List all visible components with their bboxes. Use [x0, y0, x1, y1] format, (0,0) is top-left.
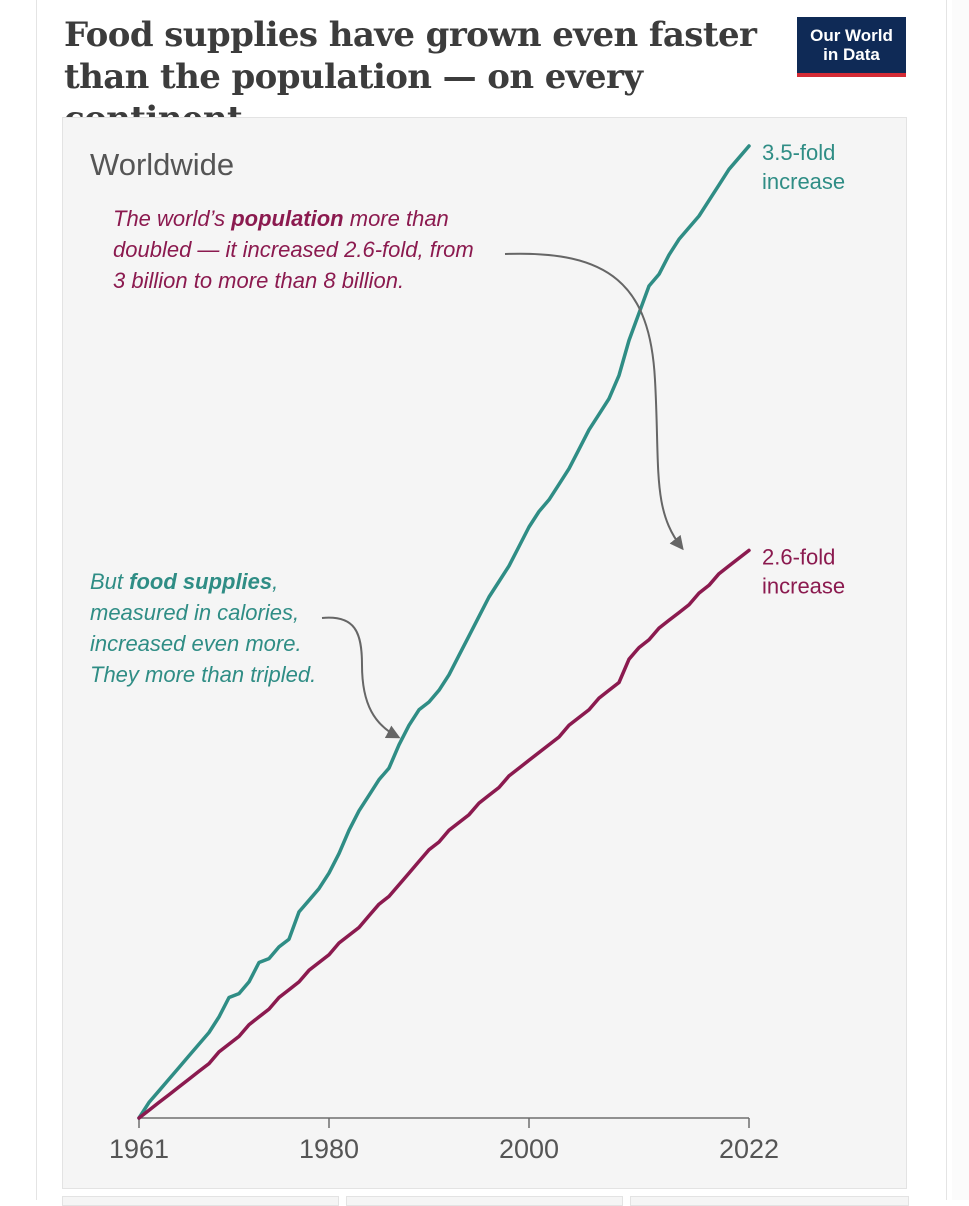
food-note-line4: They more than tripled.	[90, 662, 316, 687]
series-layer: 3.5-fold increase 2.6-fold increase	[137, 140, 845, 1120]
population-series-line	[137, 548, 751, 1120]
population-note-bold: population	[230, 206, 343, 231]
population-note-pre: The world’s	[113, 206, 231, 231]
owid-logo[interactable]: Our World in Data	[797, 17, 906, 77]
food-note-pre: But	[90, 569, 129, 594]
x-tick-label-2022: 2022	[719, 1134, 779, 1164]
food-note-post: ,	[272, 569, 278, 594]
population-note: The world’s population more than doubled…	[113, 206, 480, 293]
food-note-bold: food supplies	[129, 569, 272, 594]
food-note-line3: increased even more.	[90, 631, 302, 656]
food-note: But food supplies, measured in calories,…	[90, 569, 316, 687]
x-tick-label-1980: 1980	[299, 1134, 359, 1164]
food-end-label-1: 3.5-fold	[762, 140, 835, 165]
population-note-line1: The world’s population more than	[113, 206, 449, 231]
population-end-label-1: 2.6-fold	[762, 544, 835, 569]
population-note-post: more than	[344, 206, 449, 231]
food-note-line2: measured in calories,	[90, 600, 299, 625]
chart-panel	[62, 117, 907, 1189]
food-note-line1: But food supplies,	[90, 569, 278, 594]
population-note-line2: doubled — it increased 2.6-fold, from	[113, 237, 474, 262]
chart-subtitle: Worldwide	[90, 147, 234, 182]
food-arrow	[321, 616, 401, 739]
scrollbar-track[interactable]	[952, 0, 969, 1200]
logo-line-1: Our World	[810, 26, 893, 45]
left-divider	[36, 0, 37, 1200]
x-axis: 1961 1980 2000 2022	[109, 1117, 779, 1164]
population-arrow	[504, 252, 684, 551]
logo-line-2: in Data	[823, 45, 880, 64]
population-note-line3: 3 billion to more than 8 billion.	[113, 268, 404, 293]
population-end-label-2: increase	[762, 573, 845, 598]
food-end-label-2: increase	[762, 169, 845, 194]
x-tick-label-1961: 1961	[109, 1134, 169, 1164]
right-divider	[946, 0, 947, 1200]
food-series-line	[137, 144, 751, 1120]
x-tick-label-2000: 2000	[499, 1134, 559, 1164]
